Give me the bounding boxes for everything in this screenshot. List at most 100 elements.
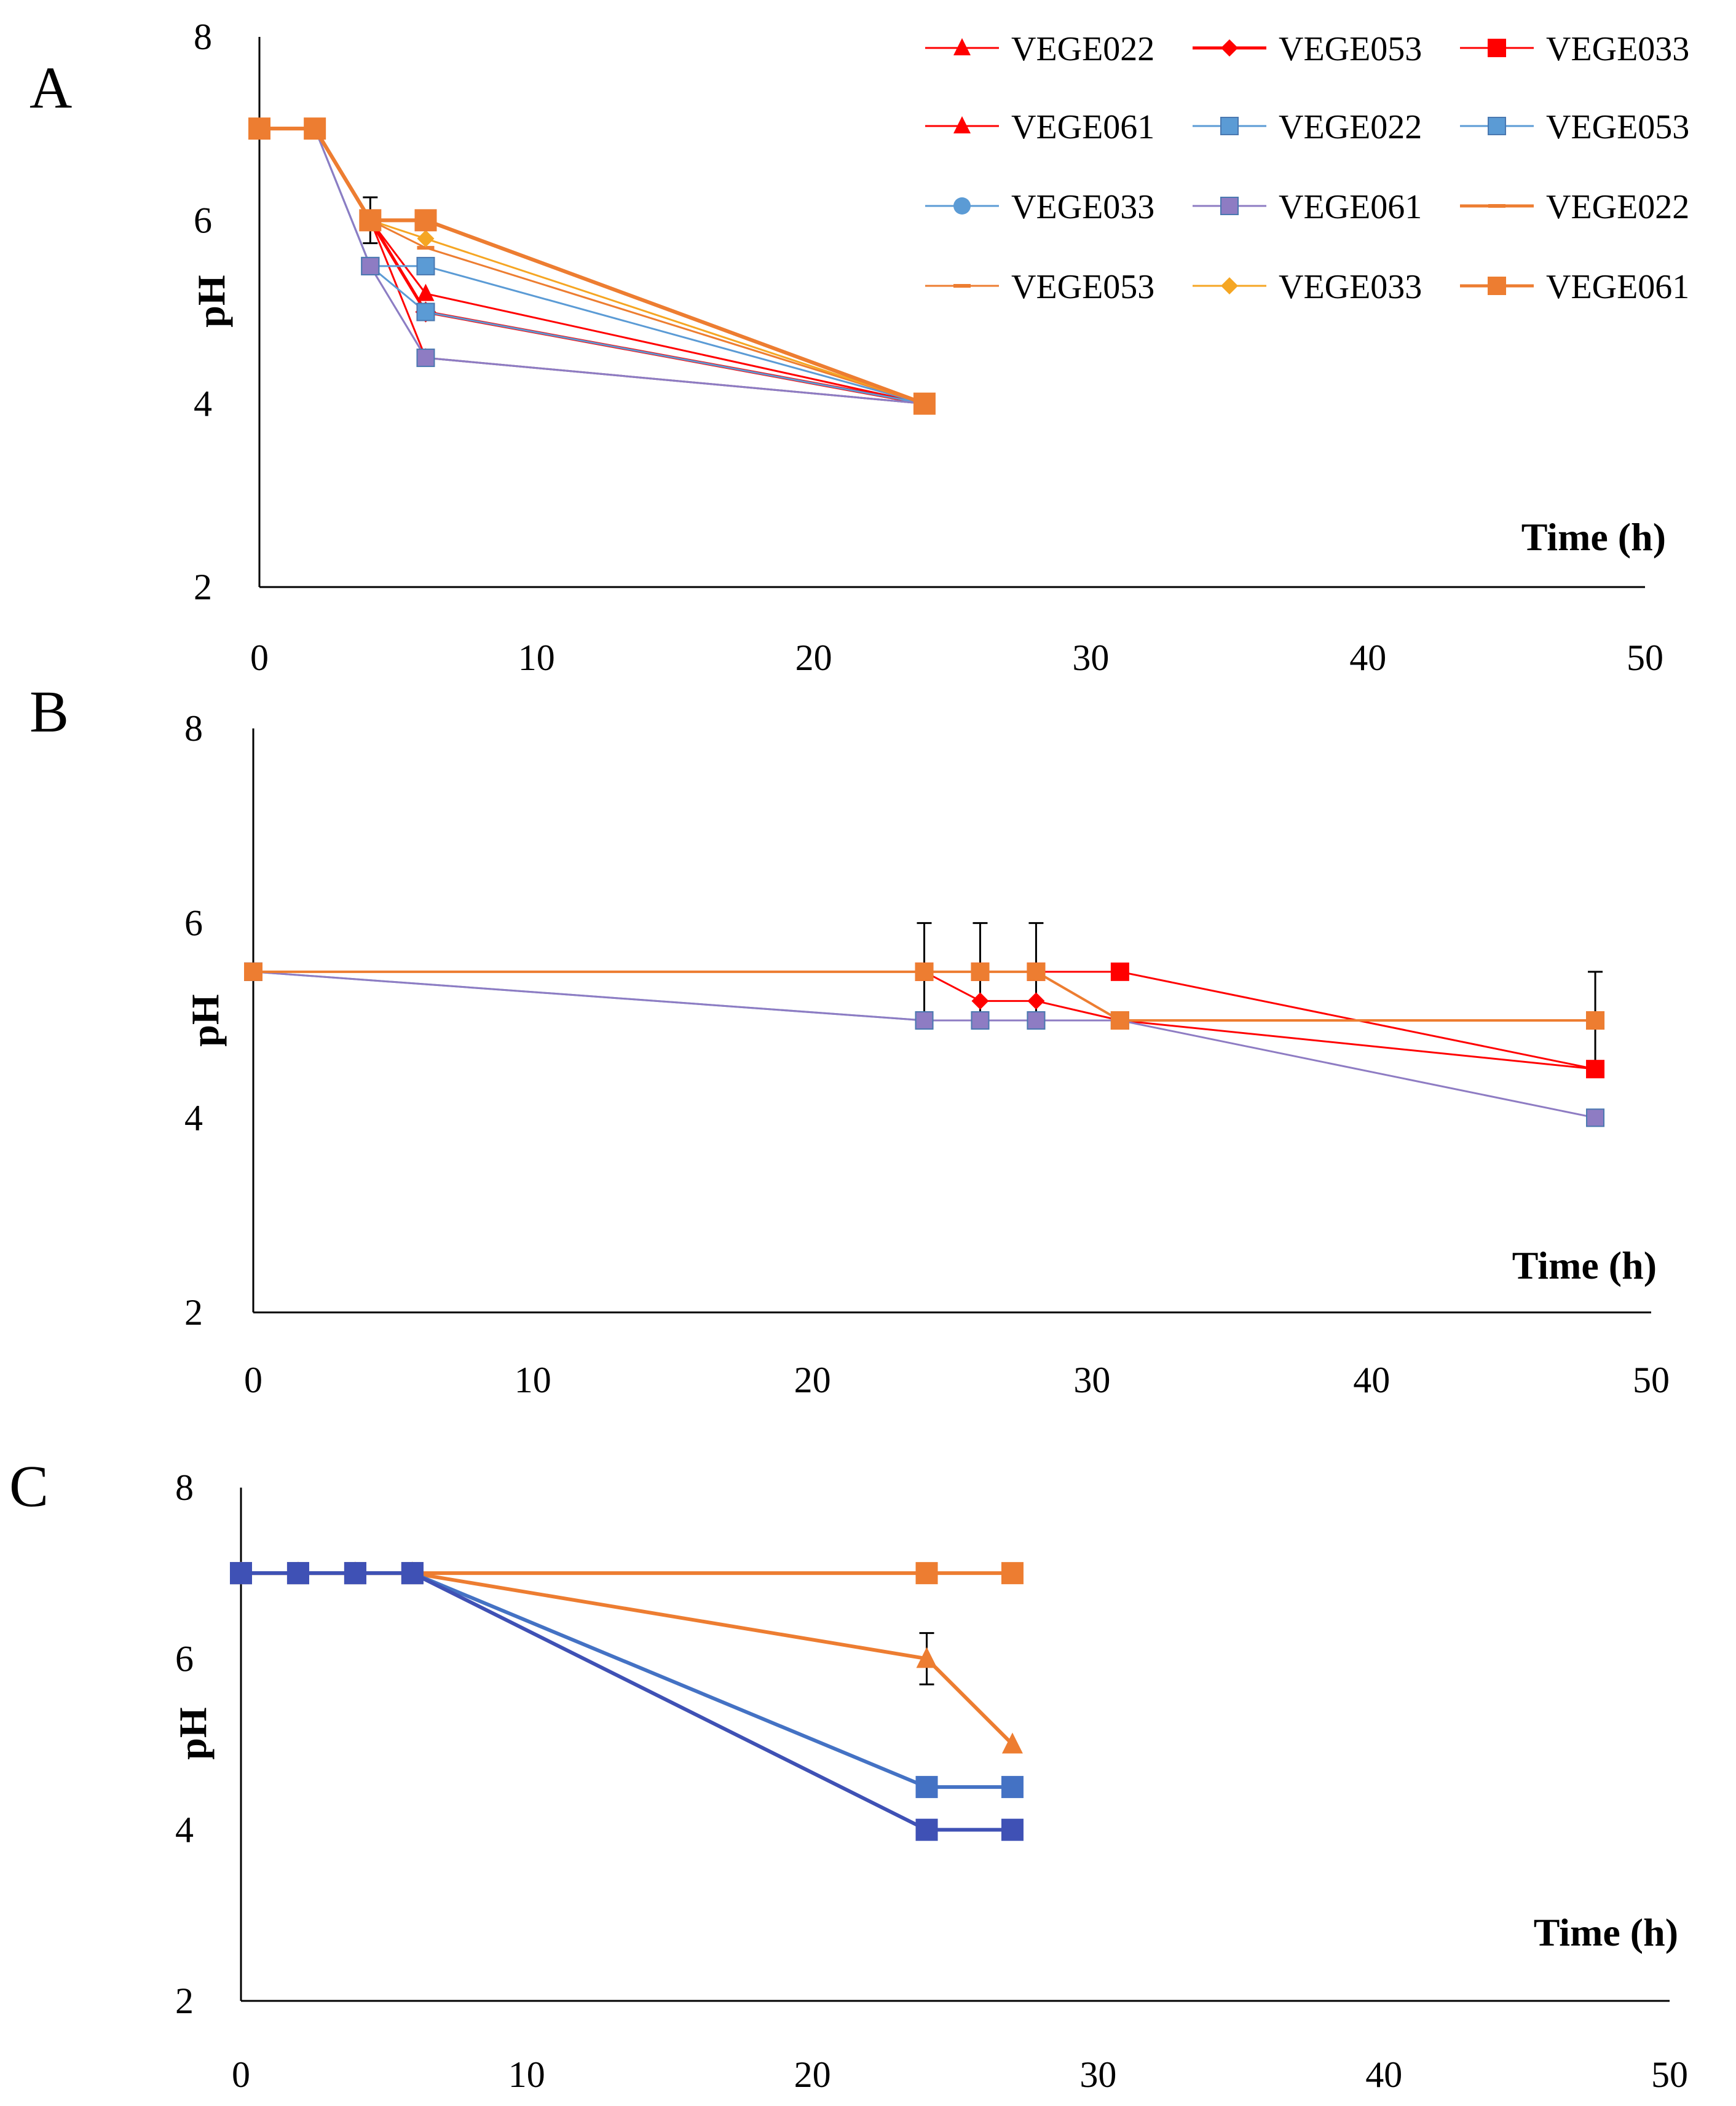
data-point (401, 1562, 424, 1585)
x-tick-label: 10 (518, 637, 555, 678)
y-tick-label: 8 (184, 708, 203, 749)
x-tick-label: 10 (515, 1360, 551, 1400)
x-tick-label: 20 (795, 637, 832, 678)
data-point (1110, 962, 1129, 981)
data-point (1110, 1011, 1129, 1030)
y-tick-label: 6 (184, 903, 203, 944)
legend-item: VEGE033 (1460, 30, 1689, 68)
data-point (971, 1011, 990, 1030)
panel-a-x-axis-title: Time (h) (1521, 515, 1666, 559)
data-point (230, 1562, 252, 1585)
y-tick-label: 8 (194, 17, 212, 57)
x-tick-label: 0 (232, 2054, 250, 2095)
legend-label: VEGE053 (1011, 268, 1154, 306)
legend-label: VEGE033 (1279, 268, 1422, 306)
legend-marker (953, 197, 971, 215)
data-point (344, 1562, 366, 1585)
data-point (971, 992, 989, 1010)
y-tick-label: 4 (175, 1810, 194, 1850)
y-tick-label: 6 (175, 1638, 194, 1679)
legend-label: VEGE053 (1279, 30, 1422, 68)
x-tick-label: 40 (1353, 1360, 1390, 1400)
x-tick-label: 40 (1349, 637, 1386, 678)
x-tick-label: 30 (1072, 637, 1109, 678)
data-point (915, 1011, 934, 1030)
legend-marker (1220, 197, 1239, 215)
data-point (916, 1647, 937, 1668)
data-point (417, 230, 435, 248)
data-point (417, 283, 435, 301)
y-tick-label: 4 (194, 384, 212, 424)
legend-marker (953, 116, 971, 133)
x-tick-label: 50 (1651, 2054, 1688, 2095)
legend-item: VEGE061 (1460, 268, 1689, 306)
y-tick-label: 4 (184, 1097, 203, 1138)
legend-label: VEGE033 (1011, 188, 1154, 226)
data-point (971, 962, 990, 981)
legend-marker (953, 38, 971, 55)
y-tick-label: 2 (184, 1292, 203, 1333)
legend-item: VEGE061 (1193, 188, 1422, 226)
x-tick-label: 40 (1365, 2054, 1402, 2095)
legend-label: VEGE061 (1279, 188, 1422, 226)
x-tick-label: 0 (250, 637, 269, 678)
data-point (417, 246, 435, 250)
data-point (359, 209, 382, 232)
legend-item: VEGE022 (925, 30, 1154, 68)
legend-marker (1221, 277, 1238, 294)
data-point (915, 962, 934, 981)
legend-label: VEGE061 (1546, 268, 1689, 306)
legend-label: VEGE022 (1546, 188, 1689, 226)
y-tick-label: 6 (194, 200, 212, 240)
data-point (1001, 1818, 1024, 1841)
data-point (915, 1776, 938, 1799)
data-point (244, 962, 262, 981)
panel-c-x-axis-title: Time (h) (1534, 1911, 1678, 1954)
data-point (1001, 1562, 1024, 1585)
series-vege061-3 (230, 1562, 1024, 1841)
legend-marker (953, 284, 971, 288)
legend-item: VEGE033 (1193, 268, 1422, 306)
panel-a: A pH Time (h) VEGE022 VEGE053 VEGE033VEGE0… (30, 17, 1689, 678)
panel-c: C pH Time (h) 0 10 20 30 40 50 2 4 6 8 (9, 1453, 1688, 2095)
legend-marker (1221, 39, 1238, 57)
legend-label: VEGE033 (1546, 30, 1689, 68)
legend-label: VEGE022 (1279, 108, 1422, 146)
data-point (416, 302, 435, 321)
data-point (286, 1562, 309, 1585)
data-point (1027, 992, 1045, 1010)
x-tick-label: 50 (1633, 1360, 1670, 1400)
y-tick-label: 2 (175, 1981, 194, 2021)
legend-item: VEGE061 (925, 108, 1154, 146)
x-tick-label: 20 (794, 1360, 831, 1400)
series-vege061-11 (248, 117, 936, 415)
panel-a-label: A (30, 55, 72, 120)
panel-c-label: C (9, 1453, 49, 1519)
data-point (248, 117, 270, 140)
panel-a-y-axis-title: pH (189, 275, 233, 327)
legend-label: VEGE022 (1011, 30, 1154, 68)
data-point (1587, 1060, 1604, 1078)
data-point (915, 1818, 938, 1841)
data-point (915, 1562, 938, 1585)
x-tick-label: 20 (794, 2054, 831, 2095)
legend-marker (1488, 204, 1505, 208)
legend-marker (1488, 39, 1506, 57)
legend-marker (1488, 117, 1506, 135)
data-point (1001, 1776, 1024, 1799)
data-point (1027, 962, 1046, 981)
x-tick-label: 30 (1073, 1360, 1110, 1400)
legend-item: VEGE053 (1193, 30, 1422, 68)
panel-b: B pH Time (h) 0 10 20 30 40 50 2 4 6 8 (30, 679, 1670, 1400)
x-tick-label: 50 (1627, 637, 1663, 678)
data-point (361, 256, 380, 275)
data-point (1586, 1108, 1605, 1127)
series-line (253, 971, 1596, 1119)
y-tick-label: 2 (194, 567, 212, 607)
panel-a-legend: VEGE022 VEGE053 VEGE033 VEGE061 VEGE022 VEGE0… (925, 30, 1689, 306)
series-vege061-4 (244, 962, 1605, 1030)
panel-b-x-axis-title: Time (h) (1512, 1244, 1657, 1287)
data-point (1586, 1011, 1605, 1030)
data-point (1027, 1011, 1046, 1030)
x-tick-label: 0 (244, 1360, 262, 1400)
